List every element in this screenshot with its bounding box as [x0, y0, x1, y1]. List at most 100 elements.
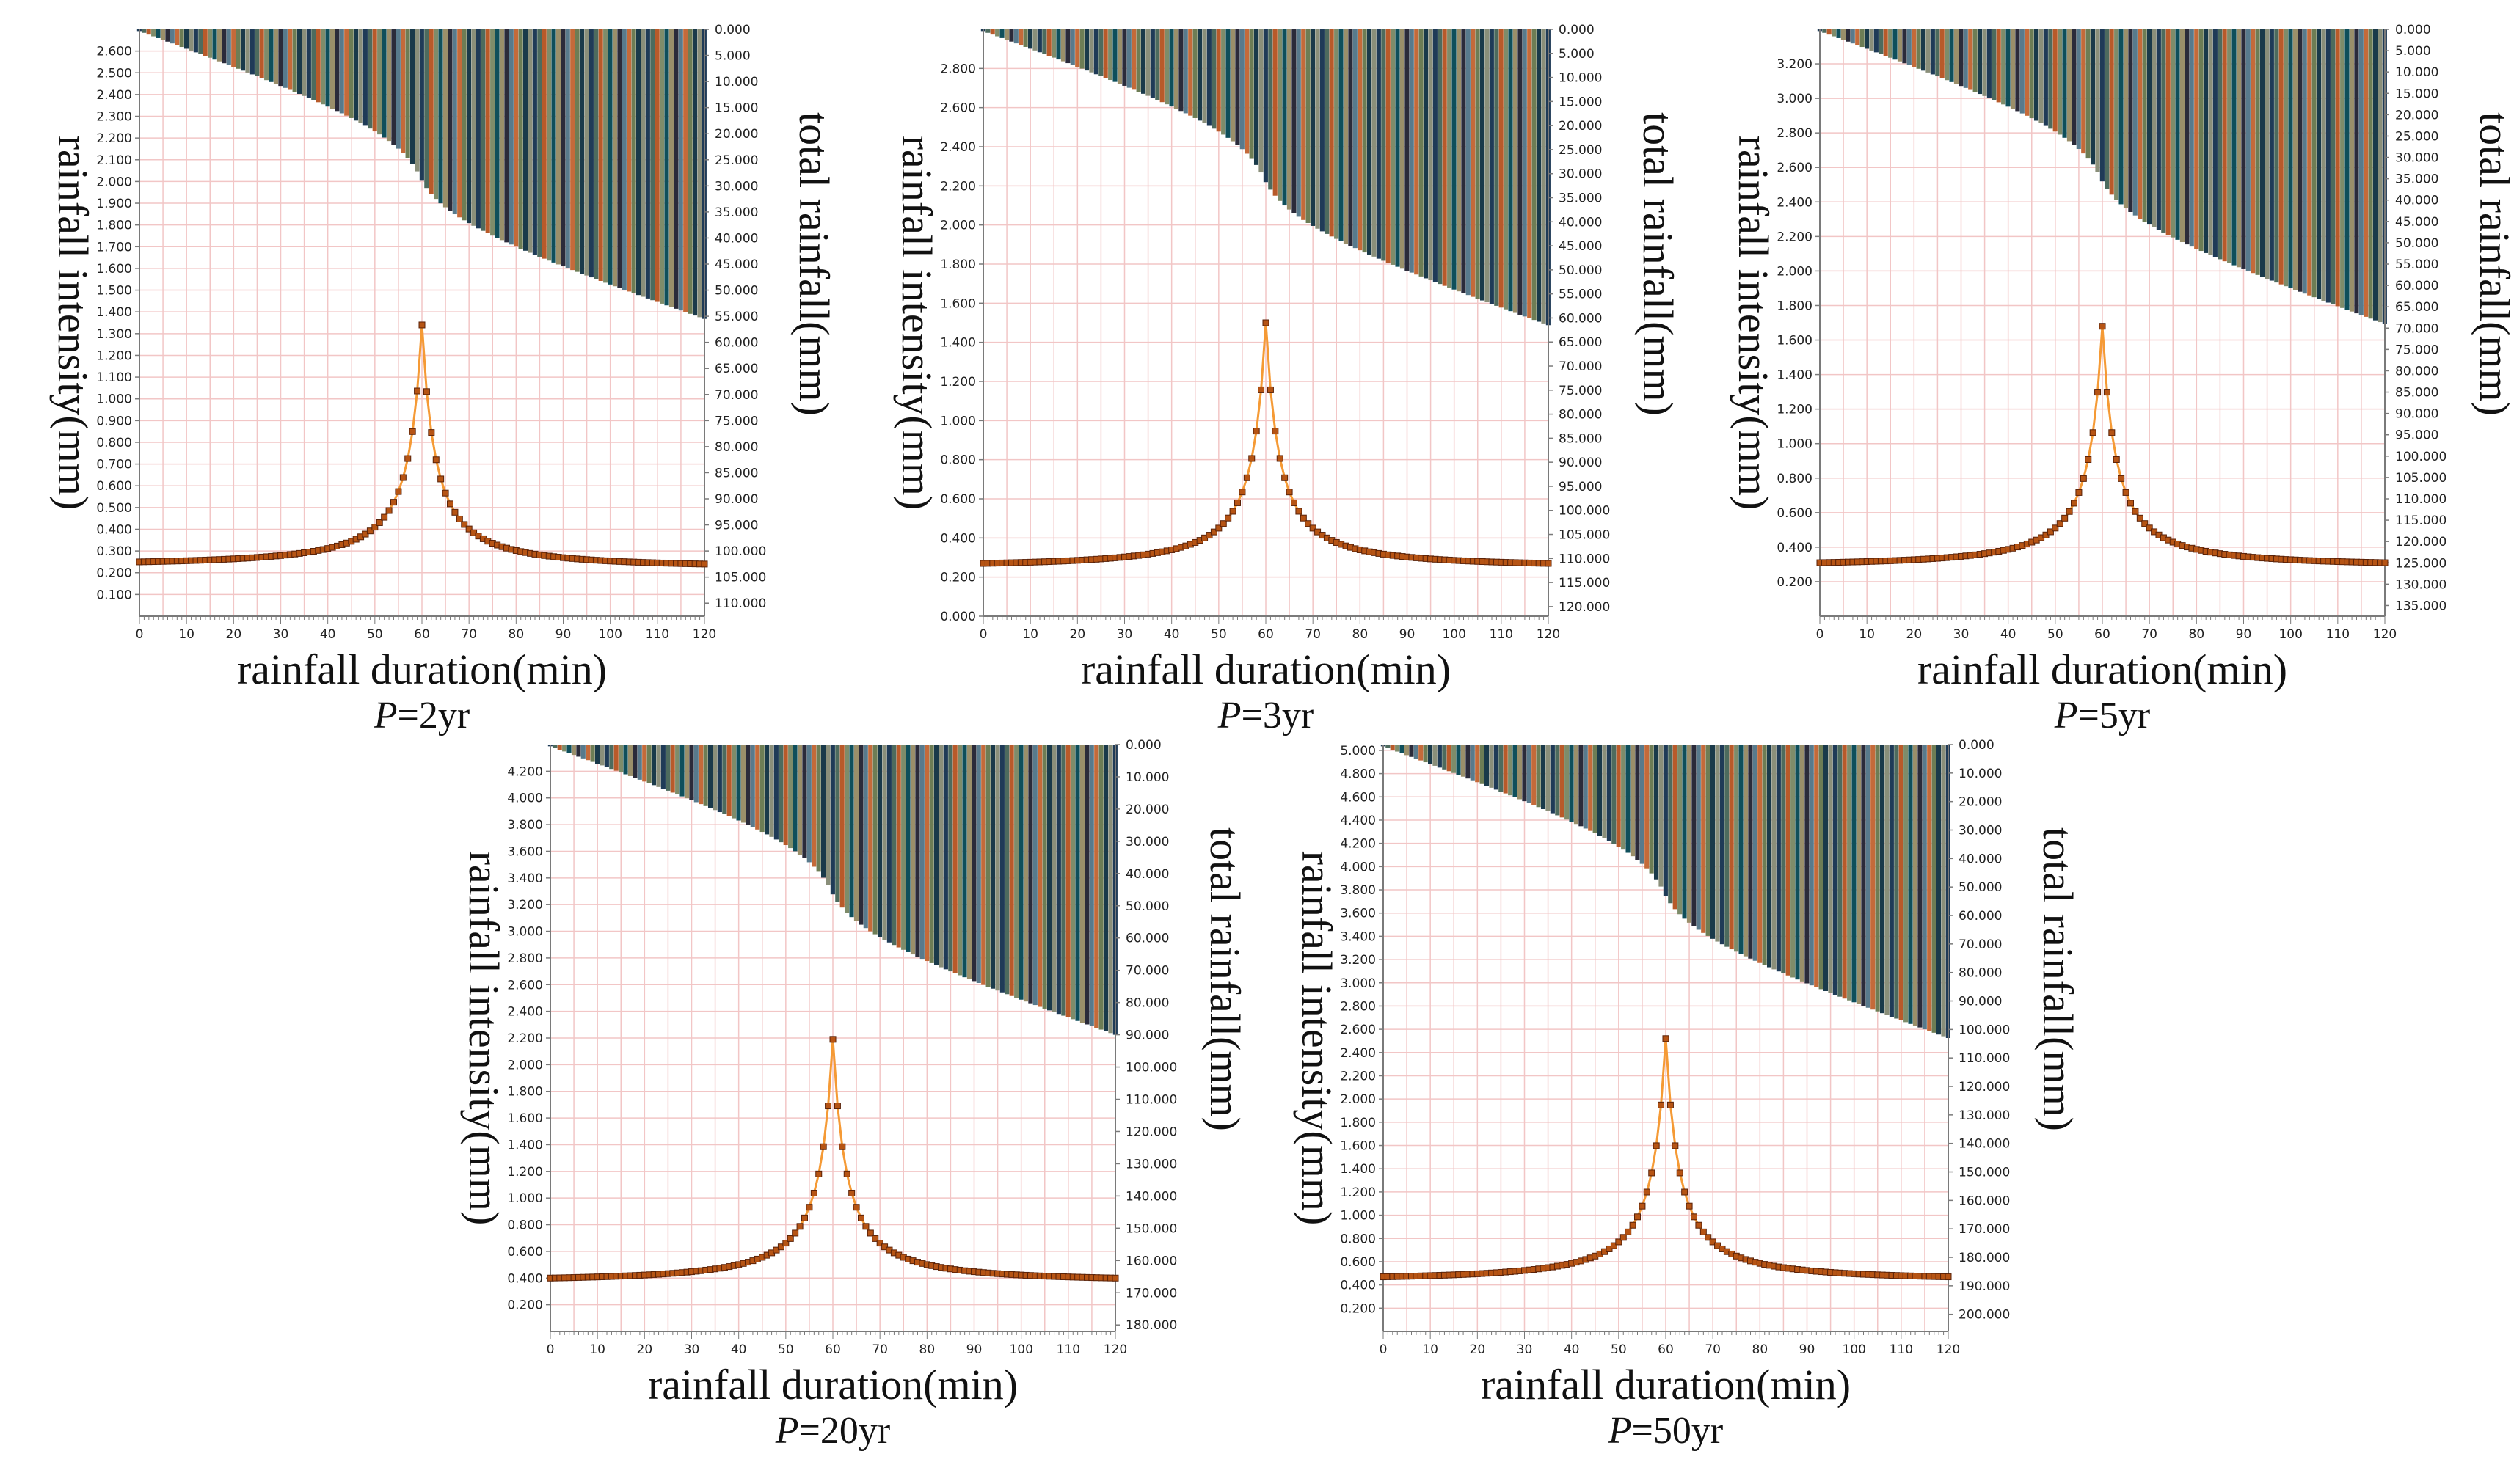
cumulative-bar	[240, 29, 246, 71]
x-tick-label: 40	[320, 627, 336, 642]
cumulative-bar	[514, 29, 519, 247]
cumulative-bar	[1023, 745, 1029, 1002]
cumulative-bar	[466, 29, 472, 224]
cumulative-bar	[1404, 745, 1410, 756]
right-tick-label: 100.000	[2395, 450, 2446, 464]
cumulative-bar	[722, 745, 727, 814]
cumulative-bar	[962, 745, 967, 978]
left-tick-label: 0.300	[96, 544, 132, 559]
cumulative-bar	[226, 29, 231, 65]
cumulative-bar	[1541, 29, 1546, 324]
intensity-series	[1816, 323, 2389, 566]
cumulative-bar	[2038, 29, 2044, 123]
cumulative-bar	[1428, 29, 1433, 281]
chart-svg: 0.000 0.200 0.400 0.600 0.800 1.000 1.200 1.400…	[893, 23, 1682, 736]
right-tick-label: 85.000	[1559, 431, 1602, 446]
cumulative-bar	[806, 745, 812, 863]
cumulative-bar	[2265, 29, 2270, 279]
cumulative-bar	[985, 745, 991, 987]
cumulative-bar	[471, 29, 476, 226]
cumulative-bar	[1442, 29, 1447, 286]
x-tick-label: 0	[1816, 627, 1824, 642]
cumulative-bar	[2105, 29, 2110, 189]
cumulative-bar	[1070, 29, 1075, 65]
intensity-point	[796, 1223, 804, 1230]
cumulative-bar	[452, 29, 457, 215]
cumulative-bar	[1898, 745, 1903, 1020]
cumulative-bar	[1799, 745, 1805, 982]
cumulative-bar	[1873, 29, 1879, 53]
y-axis-left-title: rainfall intensity(mm)	[1730, 136, 1777, 511]
left-tick-label: 0.700	[96, 458, 132, 472]
left-tick-label: 1.700	[96, 240, 132, 255]
intensity-point	[1272, 428, 1279, 435]
right-tick-label: 10.000	[2395, 65, 2438, 80]
intensity-point	[1248, 455, 1256, 462]
x-tick-label: 0	[1380, 1342, 1388, 1357]
left-tick-label: 1.000	[96, 392, 132, 407]
cumulative-bar	[740, 745, 746, 823]
left-tick-label: 2.000	[1340, 1092, 1376, 1107]
cumulative-bar	[1540, 745, 1546, 809]
right-tick-label: 35.000	[1559, 191, 1602, 206]
right-tick-label: 150.000	[1959, 1166, 2010, 1180]
cumulative-bar	[707, 745, 713, 808]
cumulative-bar	[1892, 29, 1898, 60]
x-tick-label: 0	[980, 627, 988, 642]
cumulative-bar	[619, 745, 624, 773]
caption-variable: P	[1608, 1410, 1632, 1452]
cumulative-bar	[1052, 29, 1057, 58]
cumulative-bar	[571, 745, 577, 756]
x-tick-label: 40	[1164, 627, 1180, 642]
cumulative-bar	[1903, 745, 1909, 1023]
cumulative-bar	[1663, 745, 1668, 896]
cumulative-bar	[1381, 29, 1386, 261]
cumulative-bar	[1286, 29, 1292, 210]
left-tick-label: 1.400	[1340, 1162, 1376, 1177]
right-tick-label: 100.000	[1559, 504, 1610, 519]
right-tick-label: 110.000	[2395, 492, 2446, 507]
cumulative-bar	[622, 29, 627, 290]
right-tick-label: 45.000	[1559, 239, 1602, 254]
right-tick-label: 125.000	[2395, 556, 2446, 571]
cumulative-bar	[999, 745, 1005, 993]
cumulative-bar	[910, 745, 916, 955]
cumulative-bar	[2109, 29, 2114, 195]
right-tick-label: 120.000	[1126, 1125, 1177, 1139]
cumulative-bar	[1037, 29, 1042, 53]
cumulative-bar	[2203, 29, 2209, 253]
cumulative-bar	[1912, 29, 1917, 67]
cumulative-bar	[2066, 29, 2072, 142]
cumulative-bar	[613, 745, 619, 771]
cumulative-bar	[1795, 745, 1800, 980]
cumulative-bar	[1239, 29, 1245, 150]
left-tick-label: 1.200	[1340, 1185, 1376, 1200]
cumulative-bar	[1855, 29, 1860, 45]
cumulative-bar	[1484, 745, 1490, 786]
cumulative-bar	[457, 29, 462, 218]
cumulative-bar	[1173, 29, 1179, 109]
cumulative-bar	[2156, 29, 2161, 230]
left-tick-label: 3.200	[1777, 57, 1812, 72]
cumulative-bar	[2090, 29, 2096, 165]
cumulative-bar	[1122, 29, 1127, 86]
right-tick-label: 95.000	[1559, 480, 1602, 494]
cumulative-bar	[689, 745, 694, 800]
cumulative-bar	[1212, 29, 1217, 129]
cumulative-bar	[283, 29, 288, 88]
cumulative-bar	[329, 29, 335, 109]
x-tick-label: 70	[2141, 627, 2157, 642]
cumulative-bar	[1009, 745, 1014, 996]
cumulative-bar	[1230, 29, 1236, 142]
caption-value: =5yr	[2078, 695, 2151, 736]
cumulative-bars	[1380, 745, 1950, 1038]
cumulative-bar	[1399, 29, 1405, 269]
intensity-point	[404, 455, 412, 462]
left-tick-label: 2.600	[507, 978, 543, 993]
intensity-point	[1262, 319, 1269, 326]
left-tick-label: 2.600	[96, 45, 132, 59]
cumulative-bar	[675, 745, 680, 795]
cumulative-bar	[736, 745, 741, 821]
cumulative-bar	[598, 29, 603, 281]
cumulative-bar	[1089, 29, 1094, 73]
